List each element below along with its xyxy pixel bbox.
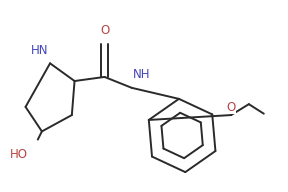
Text: HN: HN [31,44,49,56]
Text: HO: HO [10,148,28,161]
Text: O: O [226,101,235,114]
Text: NH: NH [133,68,151,81]
Text: O: O [100,24,109,37]
